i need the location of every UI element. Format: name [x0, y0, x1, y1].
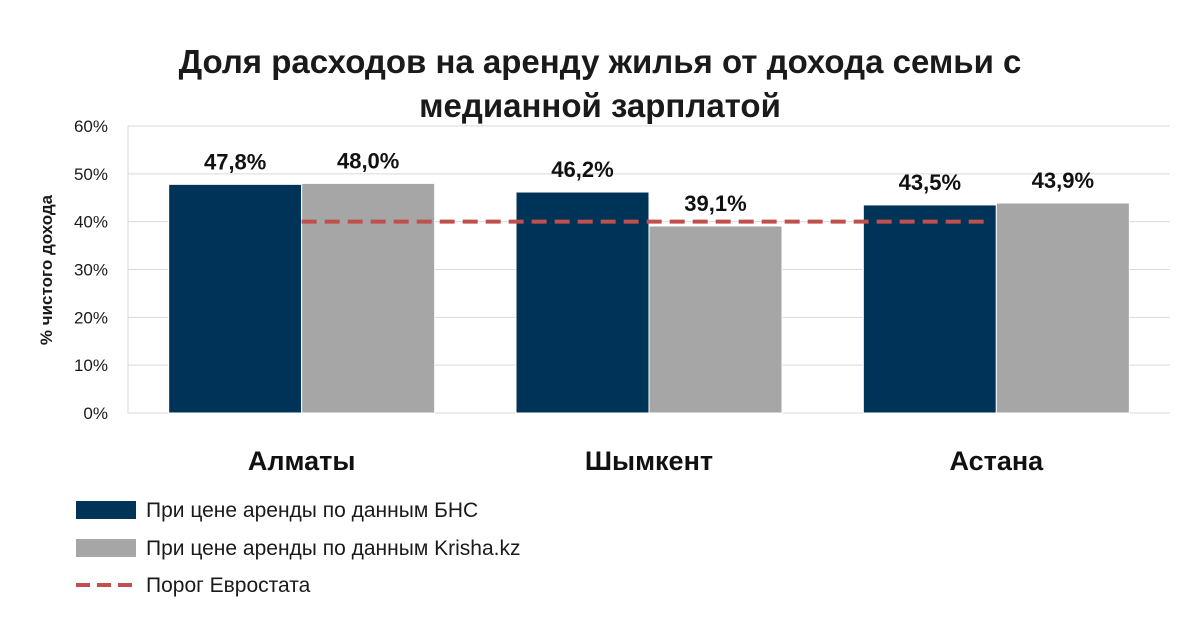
category-label: Алматы	[248, 446, 356, 476]
data-label: 47,8%	[204, 149, 266, 174]
legend: При цене аренды по данным БНС При цене ар…	[76, 499, 520, 597]
legend-label: При цене аренды по данным БНС	[146, 499, 478, 522]
legend-swatch	[76, 539, 136, 557]
bar-bns	[168, 183, 303, 414]
bar-bns	[515, 191, 650, 414]
y-tick-label: 10%	[74, 356, 108, 375]
bar-krisha	[995, 202, 1130, 414]
y-axis-label: % чистого дохода	[37, 194, 56, 345]
bar-krisha	[301, 182, 436, 414]
category-label: Шымкент	[585, 446, 713, 476]
y-tick-label: 20%	[74, 308, 108, 327]
legend-label: Порог Евростата	[146, 574, 311, 597]
data-label: 39,1%	[684, 191, 746, 216]
y-tick-label: 30%	[74, 261, 108, 280]
legend-label: При цене аренды по данным Krisha.kz	[146, 537, 520, 560]
y-tick-label: 0%	[83, 404, 108, 423]
chart-title-line-1: Доля расходов на аренду жилья от дохода …	[179, 43, 1022, 80]
legend-swatch	[76, 501, 136, 519]
y-tick-label: 60%	[74, 117, 108, 136]
y-tick-label: 40%	[74, 213, 108, 232]
data-label: 43,9%	[1032, 168, 1094, 193]
chart-title-line-2: медианной зарплатой	[419, 87, 781, 124]
data-label: 48,0%	[337, 148, 399, 173]
data-label: 46,2%	[551, 157, 613, 182]
bars	[168, 182, 1130, 414]
y-axis-ticks: 0% 10% 20% 30% 40% 50% 60%	[74, 117, 108, 423]
y-tick-label: 50%	[74, 165, 108, 184]
bar-krisha	[648, 225, 783, 414]
category-label: Астана	[949, 446, 1044, 476]
category-labels: Алматы Шымкент Астана	[248, 446, 1044, 476]
data-labels: 47,8% 48,0% 46,2% 39,1% 43,5% 43,9%	[204, 148, 1094, 216]
data-label: 43,5%	[899, 170, 961, 195]
bar-bns	[862, 204, 997, 414]
